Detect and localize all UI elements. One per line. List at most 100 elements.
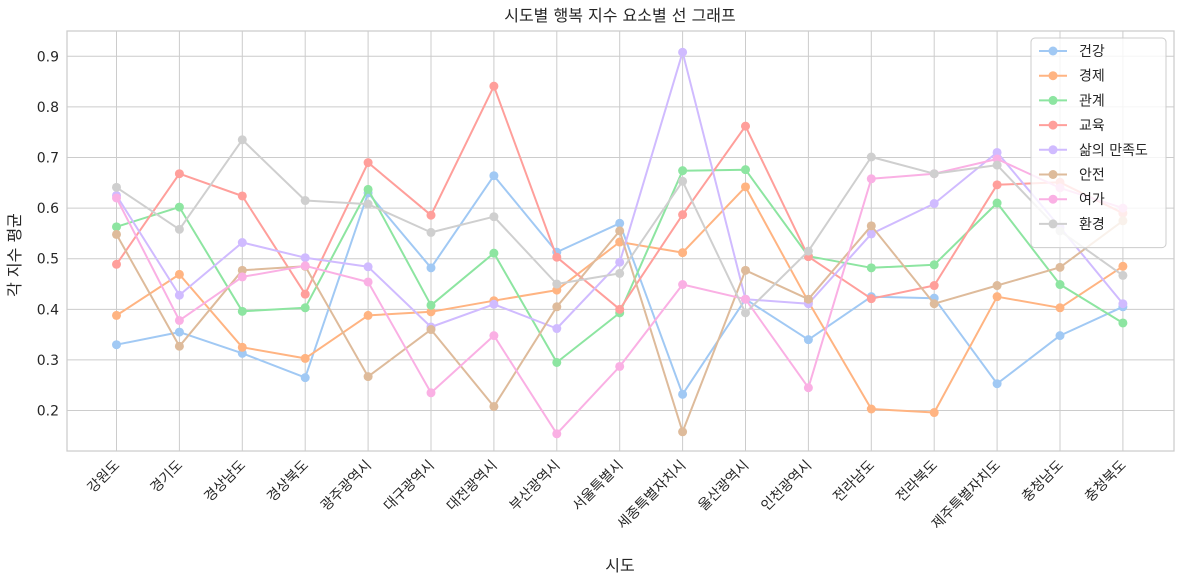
data-point [426, 210, 436, 220]
data-point [866, 229, 876, 239]
x-tick-label: 경상남도 [201, 457, 249, 505]
data-point [552, 252, 562, 262]
x-tick-label: 경상북도 [264, 457, 312, 505]
legend-label: 안전 [1079, 168, 1105, 184]
legend-label: 교육 [1079, 118, 1105, 134]
data-point [552, 279, 562, 289]
data-point [992, 198, 1002, 208]
x-tick-label: 강원도 [85, 457, 124, 496]
legend-label: 관계 [1079, 93, 1105, 109]
data-point [363, 310, 373, 320]
x-tick-label: 전라남도 [830, 457, 878, 505]
legend-item: 안전 [1039, 168, 1105, 184]
y-axis-title: 각 지수 평균 [5, 213, 24, 297]
series-6 [112, 216, 1128, 437]
x-tick-label: 대구광역시 [381, 458, 438, 515]
x-tick-label: 울산광역시 [695, 458, 752, 515]
y-tick-label: 0.5 [37, 252, 59, 268]
data-point [1055, 280, 1065, 290]
data-point [1118, 261, 1128, 271]
data-point [489, 81, 499, 91]
legend-item: 교육 [1039, 118, 1105, 134]
data-point [741, 121, 750, 131]
data-point [552, 324, 562, 334]
data-point [678, 210, 688, 220]
data-point [426, 325, 436, 335]
x-tick-label: 부산광역시 [507, 458, 564, 515]
data-point [803, 335, 813, 345]
legend-label: 삶의 만족도 [1079, 143, 1148, 159]
legend-marker [1048, 170, 1058, 179]
data-point [426, 307, 436, 317]
data-point [741, 165, 750, 175]
data-point [552, 357, 562, 367]
series-2 [112, 182, 1128, 418]
legend-marker [1048, 145, 1058, 155]
series-7 [112, 154, 1128, 439]
data-point [174, 202, 184, 212]
data-point [866, 174, 876, 184]
data-point [803, 246, 813, 256]
data-point [1055, 262, 1065, 272]
data-point [741, 308, 750, 318]
data-point [489, 331, 499, 341]
data-point [174, 269, 184, 279]
data-point [237, 342, 247, 352]
data-point [552, 429, 562, 439]
data-point [929, 408, 939, 418]
data-point [363, 184, 373, 194]
data-point [1055, 303, 1065, 313]
plot-frame [66, 30, 1175, 452]
legend-item: 건강 [1039, 44, 1105, 60]
y-axis-ticks: 0.2 0.3 0.4 0.5 0.6 0.7 0.8 0.9 [37, 49, 59, 419]
x-axis-ticks: 강원도 경기도 경상남도 경상북도 광주광역시 대구광역시 대전광역시 부산광역시 서울특별시세… [85, 457, 1130, 532]
data-point [112, 222, 121, 232]
data-point [174, 327, 184, 337]
data-point [803, 383, 813, 393]
data-point [300, 373, 310, 383]
data-point [678, 47, 688, 57]
data-point [112, 310, 121, 320]
data-point [866, 152, 876, 162]
data-point [678, 176, 688, 186]
data-point [426, 300, 436, 310]
data-point [363, 199, 373, 209]
data-point [615, 268, 625, 278]
data-point [992, 180, 1002, 190]
data-point [1055, 331, 1065, 341]
data-point [489, 212, 499, 222]
legend-label: 환경 [1079, 217, 1105, 233]
data-point [992, 147, 1002, 157]
data-point [741, 182, 750, 192]
data-point [615, 361, 625, 371]
data-point [112, 193, 121, 203]
data-point [929, 169, 939, 179]
data-point [866, 404, 876, 414]
data-point [174, 224, 184, 234]
legend-item: 경제 [1039, 69, 1105, 85]
data-point [929, 281, 939, 291]
data-point [300, 303, 310, 313]
data-point [237, 265, 247, 275]
data-point [678, 248, 688, 258]
legend-box [1030, 37, 1167, 249]
legend-item: 관계 [1039, 93, 1105, 109]
y-tick-label: 0.7 [37, 151, 59, 167]
x-tick-label: 대전광역시 [444, 458, 501, 515]
legend-label: 여가 [1079, 192, 1105, 208]
x-tick-label: 충청북도 [1082, 457, 1130, 505]
data-point [615, 226, 625, 236]
data-point [929, 260, 939, 270]
data-point [112, 340, 121, 350]
y-tick-label: 0.2 [37, 404, 59, 420]
data-point [992, 379, 1002, 389]
data-point [237, 135, 247, 145]
data-point [112, 229, 121, 239]
data-point [489, 248, 499, 258]
data-point [237, 272, 247, 282]
data-point [426, 263, 436, 273]
data-point [1118, 270, 1128, 280]
x-tick-label: 충청남도 [1019, 457, 1067, 505]
data-point [237, 238, 247, 248]
data-point [615, 304, 625, 314]
